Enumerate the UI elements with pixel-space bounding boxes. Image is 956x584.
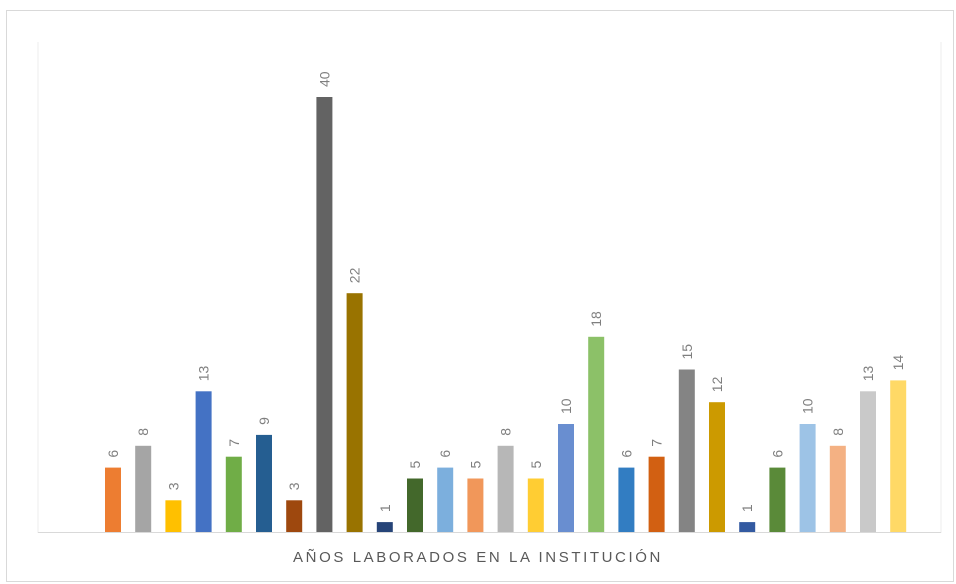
data-label-13: 5 [467, 461, 483, 469]
bar-17 [588, 336, 605, 533]
bar-13 [467, 478, 484, 533]
data-label-5: 7 [226, 439, 242, 447]
data-label-7: 3 [286, 482, 302, 490]
bar-21 [709, 402, 725, 533]
data-label-10: 1 [377, 504, 393, 512]
bar-20 [678, 369, 695, 533]
data-label-15: 5 [528, 461, 544, 469]
data-label-19: 7 [649, 439, 665, 447]
data-label-21: 12 [709, 376, 725, 392]
data-label-3: 3 [165, 482, 181, 490]
bar-4 [195, 391, 212, 533]
data-label-27: 14 [890, 355, 906, 371]
bar-6 [256, 434, 272, 533]
bar-22 [739, 522, 756, 533]
data-label-18: 6 [618, 450, 634, 458]
data-label-14: 8 [498, 428, 514, 436]
bar-16 [558, 424, 574, 533]
bar-11 [407, 478, 423, 533]
data-label-20: 15 [679, 344, 695, 360]
bar-3 [165, 500, 182, 533]
bar-8 [316, 97, 333, 533]
data-label-23: 6 [769, 450, 785, 458]
x-axis-title: AÑOS LABORADOS EN LA INSTITUCIÓN [293, 549, 663, 566]
bar-15 [527, 478, 544, 533]
data-label-2: 8 [135, 428, 151, 436]
bar-7 [286, 500, 303, 533]
bar-1 [105, 467, 121, 533]
data-label-6: 9 [256, 417, 272, 425]
bar-19 [648, 456, 665, 533]
bar-26 [860, 391, 876, 533]
bar-series [105, 97, 907, 533]
bar-12 [437, 467, 454, 533]
bar-24 [799, 424, 816, 533]
bar-18 [618, 467, 635, 533]
bar-5 [225, 456, 242, 533]
bar-25 [829, 445, 846, 533]
data-label-24: 10 [800, 398, 816, 414]
bar-10 [376, 522, 393, 533]
data-label-25: 8 [830, 428, 846, 436]
data-label-17: 18 [588, 311, 604, 327]
data-label-1: 6 [105, 450, 121, 458]
bar-9 [346, 293, 363, 533]
bar-2 [135, 445, 152, 533]
data-label-12: 6 [437, 450, 453, 458]
bar-23 [769, 467, 786, 533]
data-label-9: 22 [347, 267, 363, 283]
data-label-8: 40 [316, 71, 332, 87]
data-label-4: 13 [196, 366, 212, 382]
bar-27 [890, 380, 907, 533]
data-label-16: 10 [558, 398, 574, 414]
data-label-22: 1 [739, 504, 755, 512]
bar-14 [497, 445, 514, 533]
data-label-26: 13 [860, 366, 876, 382]
data-label-11: 5 [407, 461, 423, 469]
